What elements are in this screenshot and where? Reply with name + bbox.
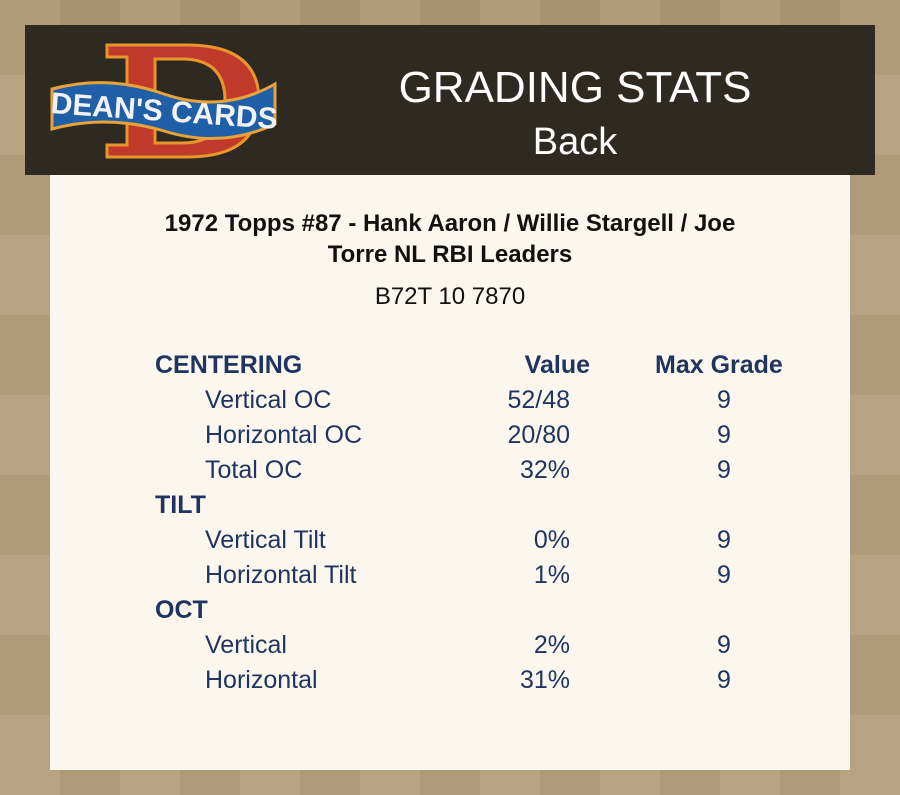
table-row: Horizontal 31% 9 <box>0 666 900 701</box>
row-max-grade: 9 <box>717 526 731 554</box>
row-label: Vertical Tilt <box>205 526 326 554</box>
table-row: Horizontal Tilt 1% 9 <box>0 561 900 596</box>
row-max-grade: 9 <box>717 666 731 694</box>
row-value: 1% <box>533 561 570 589</box>
table-row: Vertical Tilt 0% 9 <box>0 526 900 561</box>
section-header: TILT <box>0 491 900 526</box>
row-max-grade: 9 <box>717 456 731 484</box>
max-grade-column-header: Max Grade <box>655 351 783 379</box>
table-row: Vertical 2% 9 <box>0 631 900 666</box>
row-label: Horizontal <box>205 666 318 694</box>
page-subtitle: Back <box>532 121 618 163</box>
row-max-grade: 9 <box>717 561 731 589</box>
cert-number: B72T 10 7870 <box>374 283 526 310</box>
value-column-header: Value <box>524 351 590 379</box>
row-max-grade: 9 <box>717 421 731 449</box>
row-value: 0% <box>533 526 570 554</box>
row-value: 20/80 <box>507 421 570 449</box>
stats-panel <box>50 175 850 770</box>
header-banner: DEAN'S CARDS GRADING STATS Back <box>25 25 875 175</box>
row-value: 32% <box>519 456 570 484</box>
row-max-grade: 9 <box>717 631 731 659</box>
section-title: OCT <box>155 596 208 624</box>
table-row: Vertical OC 52/48 9 <box>0 386 900 421</box>
page-title: GRADING STATS <box>398 63 752 112</box>
section-title: CENTERING <box>155 351 303 379</box>
row-value: 52/48 <box>507 386 570 414</box>
row-label: Vertical OC <box>205 386 332 414</box>
card-title-line1: 1972 Topps #87 - Hank Aaron / Willie Sta… <box>164 210 736 237</box>
row-label: Total OC <box>205 456 303 484</box>
section-header: CENTERING Value Max Grade <box>0 351 900 386</box>
row-max-grade: 9 <box>717 386 731 414</box>
table-row: Horizontal OC 20/80 9 <box>0 421 900 456</box>
row-label: Vertical <box>205 631 287 659</box>
row-value: 31% <box>519 666 570 694</box>
table-row: Total OC 32% 9 <box>0 456 900 491</box>
deans-cards-logo: DEAN'S CARDS <box>50 43 279 159</box>
card-title-line2: Torre NL RBI Leaders <box>327 241 573 268</box>
section-title: TILT <box>155 491 206 519</box>
section-header: OCT <box>0 596 900 631</box>
card-title: 1972 Topps #87 - Hank Aaron / Willie Sta… <box>0 208 900 270</box>
row-label: Horizontal OC <box>205 421 362 449</box>
row-value: 2% <box>533 631 570 659</box>
row-label: Horizontal Tilt <box>205 561 357 589</box>
